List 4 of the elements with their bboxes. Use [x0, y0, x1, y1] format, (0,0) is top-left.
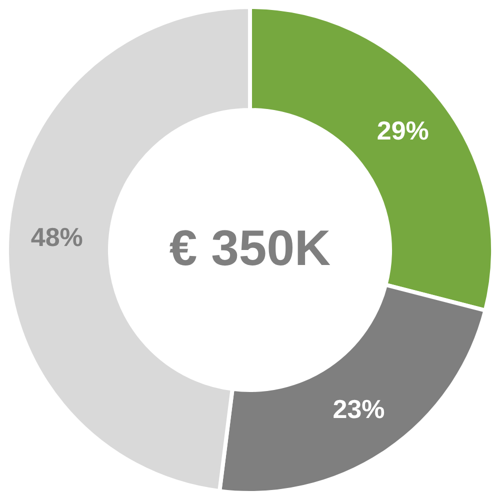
- data-label: 29%: [376, 115, 429, 146]
- data-label: 23%: [332, 394, 385, 424]
- data-label: 48%: [30, 222, 83, 252]
- text: € 350K: [169, 220, 331, 276]
